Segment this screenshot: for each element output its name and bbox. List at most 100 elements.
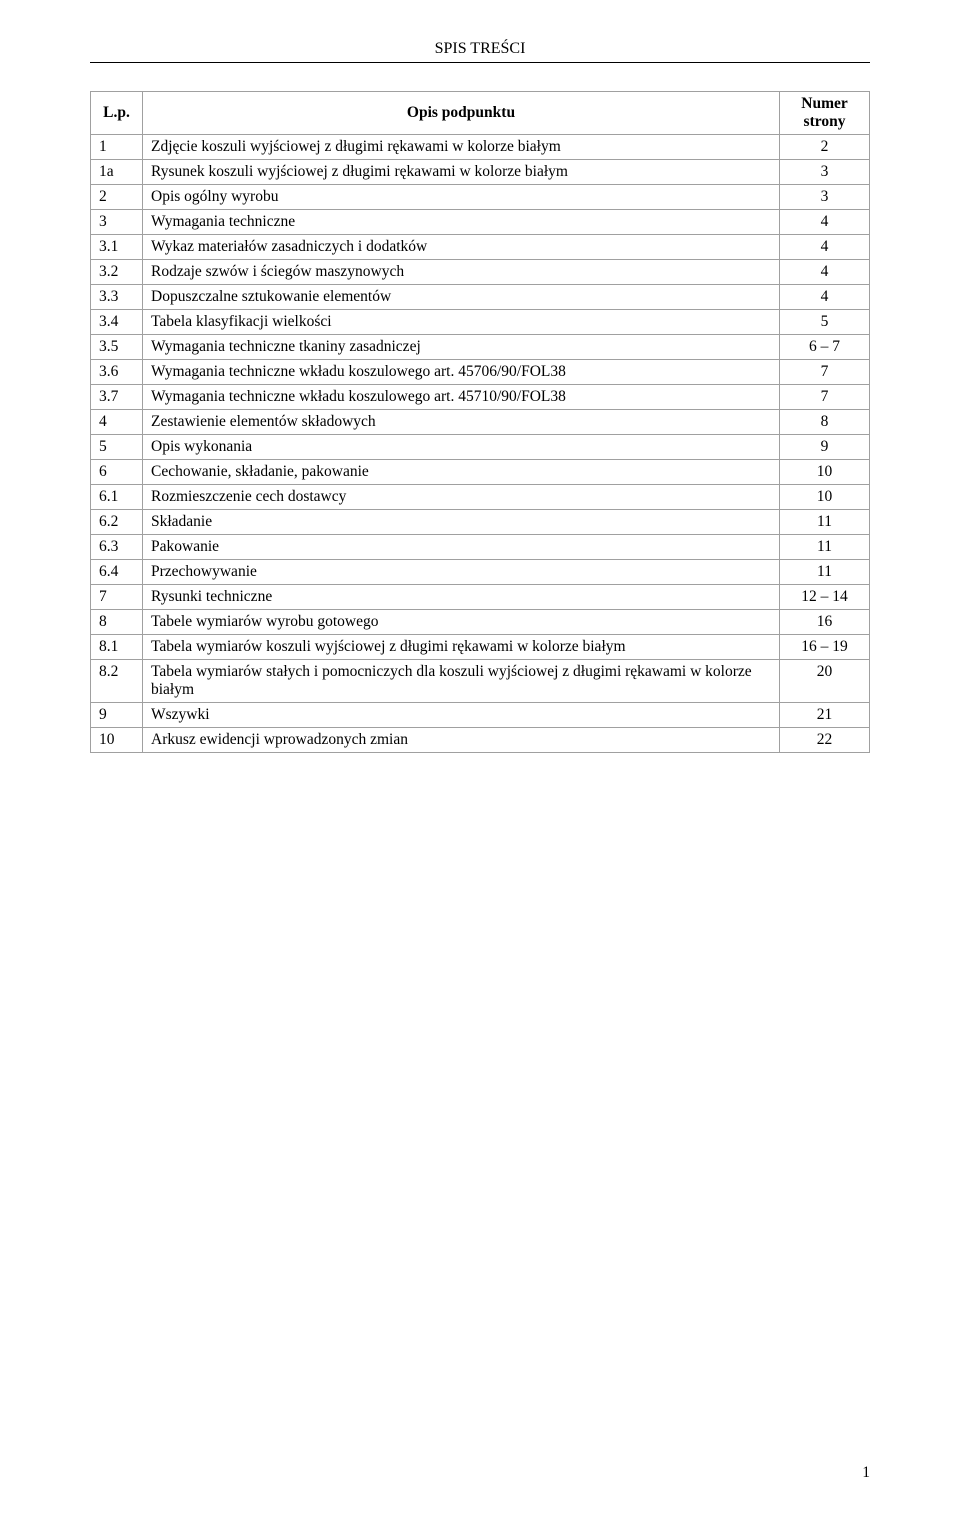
toc-row: 6Cechowanie, składanie, pakowanie10 xyxy=(91,460,870,485)
toc-lp: 6.2 xyxy=(91,510,143,535)
toc-page: 4 xyxy=(780,210,870,235)
toc-lp: 6.1 xyxy=(91,485,143,510)
toc-page: 5 xyxy=(780,310,870,335)
toc-desc: Tabela wymiarów koszuli wyjściowej z dłu… xyxy=(143,635,780,660)
toc-row: 4Zestawienie elementów składowych8 xyxy=(91,410,870,435)
toc-lp: 3.7 xyxy=(91,385,143,410)
toc-table: L.p. Opis podpunktu Numer strony 1Zdjęci… xyxy=(90,91,870,753)
toc-lp: 9 xyxy=(91,703,143,728)
toc-row: 3.1Wykaz materiałów zasadniczych i dodat… xyxy=(91,235,870,260)
toc-page: 2 xyxy=(780,135,870,160)
toc-desc: Pakowanie xyxy=(143,535,780,560)
page-number: 1 xyxy=(862,1464,870,1482)
toc-row: 6.3Pakowanie11 xyxy=(91,535,870,560)
toc-desc: Rozmieszczenie cech dostawcy xyxy=(143,485,780,510)
toc-lp: 3.5 xyxy=(91,335,143,360)
toc-page: 10 xyxy=(780,485,870,510)
toc-page: 11 xyxy=(780,510,870,535)
header-desc: Opis podpunktu xyxy=(143,92,780,135)
toc-lp: 3 xyxy=(91,210,143,235)
toc-desc: Tabela wymiarów stałych i pomocniczych d… xyxy=(143,660,780,703)
toc-desc: Arkusz ewidencji wprowadzonych zmian xyxy=(143,728,780,753)
toc-lp: 6.4 xyxy=(91,560,143,585)
toc-desc: Rysunek koszuli wyjściowej z długimi ręk… xyxy=(143,160,780,185)
toc-lp: 3.1 xyxy=(91,235,143,260)
toc-page: 16 – 19 xyxy=(780,635,870,660)
toc-lp: 8 xyxy=(91,610,143,635)
toc-row: 7Rysunki techniczne12 – 14 xyxy=(91,585,870,610)
toc-lp: 5 xyxy=(91,435,143,460)
toc-row: 9Wszywki21 xyxy=(91,703,870,728)
header-lp: L.p. xyxy=(91,92,143,135)
toc-page: 21 xyxy=(780,703,870,728)
toc-page: 11 xyxy=(780,560,870,585)
toc-desc: Opis ogólny wyrobu xyxy=(143,185,780,210)
toc-lp: 3.2 xyxy=(91,260,143,285)
toc-row: 6.4Przechowywanie11 xyxy=(91,560,870,585)
toc-desc: Tabele wymiarów wyrobu gotowego xyxy=(143,610,780,635)
title-underline xyxy=(90,62,870,63)
toc-row: 8.2Tabela wymiarów stałych i pomocniczyc… xyxy=(91,660,870,703)
toc-desc: Tabela klasyfikacji wielkości xyxy=(143,310,780,335)
toc-desc: Składanie xyxy=(143,510,780,535)
toc-page: 20 xyxy=(780,660,870,703)
toc-header-row: L.p. Opis podpunktu Numer strony xyxy=(91,92,870,135)
toc-row: 3.3Dopuszczalne sztukowanie elementów4 xyxy=(91,285,870,310)
toc-lp: 3.6 xyxy=(91,360,143,385)
toc-lp: 6 xyxy=(91,460,143,485)
toc-desc: Zdjęcie koszuli wyjściowej z długimi ręk… xyxy=(143,135,780,160)
toc-desc: Wykaz materiałów zasadniczych i dodatków xyxy=(143,235,780,260)
toc-page: 22 xyxy=(780,728,870,753)
toc-row: 3.5Wymagania techniczne tkaniny zasadnic… xyxy=(91,335,870,360)
toc-row: 2Opis ogólny wyrobu3 xyxy=(91,185,870,210)
toc-row: 6.1Rozmieszczenie cech dostawcy10 xyxy=(91,485,870,510)
toc-lp: 4 xyxy=(91,410,143,435)
toc-desc: Wymagania techniczne xyxy=(143,210,780,235)
header-page: Numer strony xyxy=(780,92,870,135)
toc-row: 3.7Wymagania techniczne wkładu koszulowe… xyxy=(91,385,870,410)
toc-lp: 1a xyxy=(91,160,143,185)
toc-lp: 3.4 xyxy=(91,310,143,335)
toc-lp: 3.3 xyxy=(91,285,143,310)
toc-row: 8.1Tabela wymiarów koszuli wyjściowej z … xyxy=(91,635,870,660)
toc-desc: Wymagania techniczne wkładu koszulowego … xyxy=(143,385,780,410)
toc-lp: 6.3 xyxy=(91,535,143,560)
toc-lp: 8.2 xyxy=(91,660,143,703)
toc-desc: Wszywki xyxy=(143,703,780,728)
toc-desc: Cechowanie, składanie, pakowanie xyxy=(143,460,780,485)
toc-page: 8 xyxy=(780,410,870,435)
toc-desc: Zestawienie elementów składowych xyxy=(143,410,780,435)
toc-desc: Wymagania techniczne tkaniny zasadniczej xyxy=(143,335,780,360)
document-page: SPIS TREŚCI L.p. Opis podpunktu Numer st… xyxy=(0,0,960,1522)
toc-lp: 1 xyxy=(91,135,143,160)
toc-desc: Opis wykonania xyxy=(143,435,780,460)
toc-lp: 10 xyxy=(91,728,143,753)
toc-lp: 2 xyxy=(91,185,143,210)
toc-page: 7 xyxy=(780,360,870,385)
toc-row: 10Arkusz ewidencji wprowadzonych zmian22 xyxy=(91,728,870,753)
toc-page: 4 xyxy=(780,260,870,285)
toc-desc: Rodzaje szwów i ściegów maszynowych xyxy=(143,260,780,285)
toc-page: 10 xyxy=(780,460,870,485)
toc-page: 6 – 7 xyxy=(780,335,870,360)
toc-page: 4 xyxy=(780,235,870,260)
toc-lp: 8.1 xyxy=(91,635,143,660)
toc-page: 9 xyxy=(780,435,870,460)
toc-page: 11 xyxy=(780,535,870,560)
toc-desc: Wymagania techniczne wkładu koszulowego … xyxy=(143,360,780,385)
toc-row: 8Tabele wymiarów wyrobu gotowego16 xyxy=(91,610,870,635)
toc-row: 3.4Tabela klasyfikacji wielkości5 xyxy=(91,310,870,335)
toc-row: 5Opis wykonania9 xyxy=(91,435,870,460)
toc-desc: Przechowywanie xyxy=(143,560,780,585)
toc-row: 1aRysunek koszuli wyjściowej z długimi r… xyxy=(91,160,870,185)
toc-page: 12 – 14 xyxy=(780,585,870,610)
toc-row: 3.2Rodzaje szwów i ściegów maszynowych4 xyxy=(91,260,870,285)
toc-row: 6.2Składanie11 xyxy=(91,510,870,535)
toc-lp: 7 xyxy=(91,585,143,610)
document-title: SPIS TREŚCI xyxy=(90,40,870,58)
toc-page: 16 xyxy=(780,610,870,635)
toc-row: 3Wymagania techniczne4 xyxy=(91,210,870,235)
toc-page: 3 xyxy=(780,185,870,210)
toc-page: 3 xyxy=(780,160,870,185)
toc-row: 1Zdjęcie koszuli wyjściowej z długimi rę… xyxy=(91,135,870,160)
